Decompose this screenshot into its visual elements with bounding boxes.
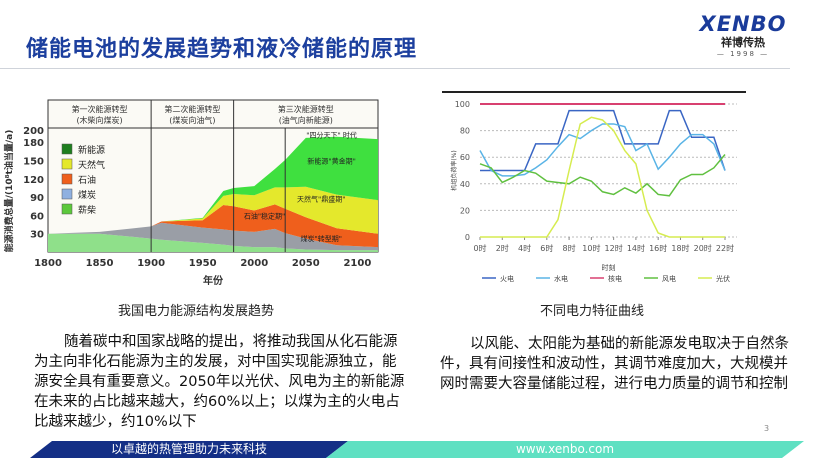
- x-axis-label: 时刻: [602, 263, 616, 272]
- area-石油: [48, 204, 378, 248]
- y-axis-label: 能源消费总量/(10⁸t油当量/a): [3, 130, 15, 253]
- y-tick-label: 20: [460, 206, 470, 215]
- y-tick-label: 60: [30, 211, 44, 222]
- x-tick-label: 16时: [649, 243, 667, 253]
- y-tick-label: 90: [30, 193, 44, 204]
- x-tick-label: 12时: [605, 243, 623, 253]
- y-tick-label: 0: [465, 233, 470, 242]
- area-天然气: [48, 186, 378, 234]
- legend-label: 光伏: [716, 274, 730, 283]
- power-characteristic-chart: 0 20 40 60 80 100 0时 2时 4时 6时 8时 10时 12时 14时 16时 18时 20时…: [442, 91, 746, 283]
- company-logo: XENBO 祥博传热 — 1998 —: [688, 12, 798, 58]
- legend-label: 火电: [500, 274, 514, 283]
- footer-website[interactable]: www.xenbo.com: [326, 441, 804, 458]
- title-divider: [0, 68, 790, 69]
- phase-title: 第二次能源转型: [164, 104, 220, 114]
- legend-label: 天然气: [78, 159, 105, 171]
- annotation: 天然气"鼎盛期": [297, 194, 345, 203]
- legend-label: 水电: [554, 274, 568, 283]
- y-tick-label: 100: [455, 100, 470, 109]
- y-tick-label: 120: [23, 175, 44, 186]
- x-tick-label: 2050: [292, 258, 320, 269]
- x-tick-label: 1800: [34, 258, 62, 269]
- y-tick-label: 180: [23, 138, 44, 149]
- y-tick-label: 80: [460, 127, 470, 136]
- annotation: "四分天下" 时代: [306, 130, 357, 139]
- x-axis-label: 年份: [203, 274, 224, 287]
- logo-year-text: 1998: [730, 50, 756, 58]
- annotation: 石油"稳定期": [244, 211, 285, 220]
- logo-wordmark: XENBO: [699, 12, 787, 36]
- x-tick-label: 14时: [627, 243, 645, 253]
- y-tick-label: 150: [23, 157, 44, 168]
- phase-title: 第三次能源转型: [278, 104, 334, 114]
- phase-subtitle: (煤炭向油气): [169, 115, 215, 125]
- x-tick-label: 2000: [240, 258, 268, 269]
- y-tick-label: 60: [460, 153, 470, 162]
- x-tick-label: 8时: [563, 243, 576, 253]
- footer-slogan: 以卓越的热管理助力未来科技: [30, 441, 348, 458]
- x-tick-label: 4时: [518, 243, 531, 253]
- area-薪柴: [48, 233, 378, 252]
- legend-swatch-煤炭: [61, 188, 73, 200]
- annotation: 煤炭"转型期": [301, 234, 342, 243]
- y-tick-label: 40: [460, 180, 470, 189]
- area-新能源: [48, 136, 378, 234]
- legend-swatch-新能源: [61, 143, 73, 155]
- logo-chinese-name: 祥博传热: [721, 36, 765, 49]
- slide-title: 储能电池的发展趋势和液冷储能的原理: [26, 37, 418, 62]
- x-tick-label: 1900: [137, 258, 165, 269]
- left-figure-caption: 我国电力能源结构发展趋势: [118, 304, 275, 319]
- y-tick-label: 200: [23, 126, 44, 137]
- x-tick-label: 22时: [716, 243, 734, 253]
- phase-title: 第一次能源转型: [72, 104, 128, 114]
- y-tick-label: 30: [30, 230, 44, 241]
- logo-year: — 1998 —: [716, 50, 770, 58]
- x-tick-label: 10时: [582, 243, 600, 253]
- page-number: 3: [764, 424, 770, 433]
- annotation: 新能源"黄金期": [307, 157, 355, 166]
- line-风电: [479, 154, 726, 197]
- energy-structure-chart: 第一次能源转型(木柴向煤炭) 第二次能源转型(煤炭向油气) 第三次能源转型(油气向新…: [3, 99, 379, 287]
- legend-label: 煤炭: [78, 189, 96, 201]
- line-火电: [480, 109, 726, 172]
- legend-swatch-薪柴: [61, 203, 73, 215]
- line-光伏: [480, 116, 725, 238]
- x-tick-label: 1850: [86, 258, 114, 269]
- line-水电: [479, 123, 726, 177]
- right-paragraph: 以风能、太阳能为基础的新能源发电取决于自然条件，具有间接性和波动性，其调节难度加…: [440, 336, 789, 392]
- x-tick-label: 20时: [694, 243, 712, 253]
- legend-label: 石油: [78, 174, 96, 186]
- legend-label: 核电: [608, 274, 622, 283]
- area-煤炭: [48, 222, 378, 251]
- right-figure-caption: 不同电力特征曲线: [540, 304, 645, 319]
- x-tick-label: 0时: [473, 243, 486, 253]
- x-tick-label: 2100: [343, 258, 371, 269]
- x-tick-label: 18时: [671, 243, 689, 253]
- legend-label: 风电: [662, 274, 676, 283]
- phase-subtitle: (油气向新能源): [279, 115, 333, 125]
- y-axis-label: 机组负荷率(%): [450, 150, 458, 190]
- x-tick-label: 2时: [496, 243, 509, 253]
- left-paragraph: 随着碳中和国家战略的提出，将推动我国从化石能源为主向非化石能源为主的发展，对中国…: [34, 334, 405, 430]
- legend-swatch-天然气: [61, 158, 73, 170]
- legend-label: 薪柴: [78, 204, 96, 216]
- x-tick-label: 1950: [189, 258, 217, 269]
- phase-subtitle: (木柴向煤炭): [76, 115, 122, 125]
- legend-label: 新能源: [78, 144, 105, 156]
- x-tick-label: 6时: [540, 243, 553, 253]
- legend-swatch-石油: [61, 173, 73, 185]
